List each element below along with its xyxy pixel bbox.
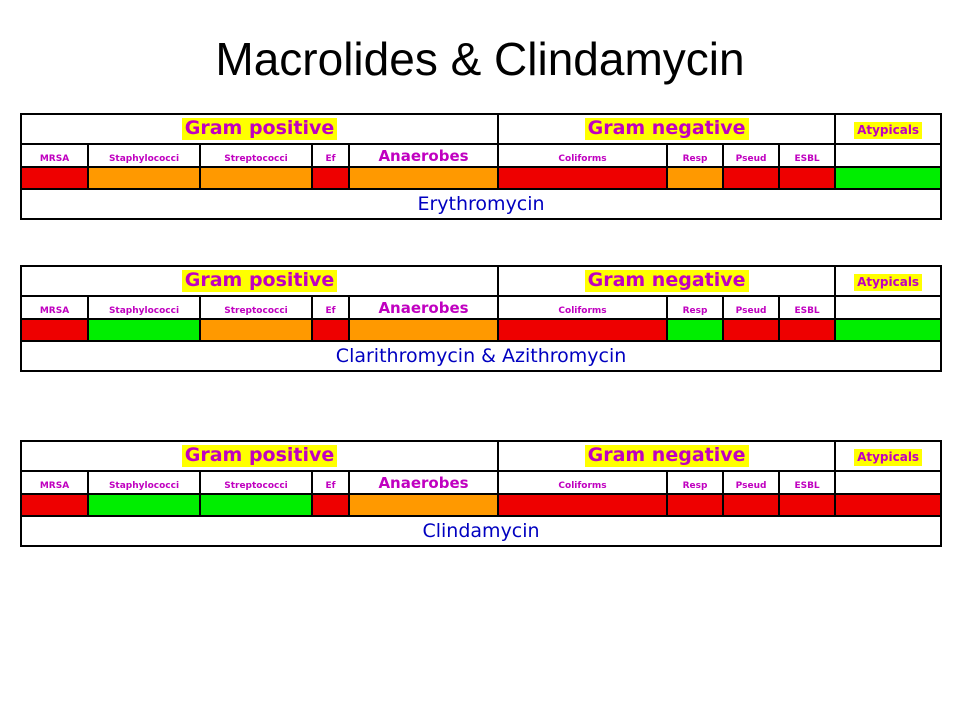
drug-name-cell: Clarithromycin & Azithromycin [19, 340, 943, 372]
coverage-cell-mrsa [20, 166, 89, 190]
organism-mrsa: MRSA [20, 470, 89, 495]
drug-name: Erythromycin [417, 193, 545, 215]
organism-ef: Ef [311, 470, 350, 495]
coverage-cell-staphylococci [87, 166, 201, 190]
organism-esbl: ESBL [778, 470, 837, 495]
spectrum-table-erythromycin: Gram positive Gram negative Atypicals MR… [19, 113, 943, 220]
coverage-cell-ef [311, 493, 350, 517]
gram-negative-header: Gram negative [497, 113, 837, 145]
coverage-cell-staphylococci [87, 493, 201, 517]
gram-negative-header: Gram negative [497, 440, 837, 472]
gram-negative-label: Gram negative [584, 118, 749, 140]
organism-resp: Resp [666, 143, 725, 168]
coverage-cell-pseud [722, 318, 781, 342]
coverage-cell-streptococci [199, 166, 313, 190]
gram-positive-label: Gram positive [181, 118, 338, 140]
atypicals-label: Atypicals [854, 448, 923, 467]
coverage-cell-coliforms [497, 318, 669, 342]
atypicals-label: Atypicals [854, 273, 923, 292]
atypicals-header: Atypicals [834, 265, 943, 297]
coverage-cell-esbl [778, 493, 837, 517]
coverage-cell-anaerobes [347, 493, 500, 517]
gram-negative-label: Gram negative [584, 270, 749, 292]
organism-atypicals-blank [834, 295, 943, 320]
organism-atypicals-blank [834, 143, 943, 168]
coverage-cell-ef [311, 166, 350, 190]
organism-esbl: ESBL [778, 295, 837, 320]
coverage-cell-coliforms [497, 166, 669, 190]
organism-mrsa: MRSA [20, 143, 89, 168]
spectrum-table-clarithromycin-azithromycin: Gram positive Gram negative Atypicals MR… [19, 265, 943, 372]
coverage-cell-mrsa [20, 493, 89, 517]
gram-positive-label: Gram positive [181, 270, 338, 292]
coverage-cell-esbl [778, 166, 837, 190]
organism-staphylococci: Staphylococci [87, 143, 201, 168]
coverage-cell-atypicals [834, 166, 943, 190]
coverage-cell-resp [666, 318, 725, 342]
atypicals-header: Atypicals [834, 113, 943, 145]
drug-name-cell: Erythromycin [19, 188, 943, 220]
organism-streptococci: Streptococci [199, 470, 313, 495]
drug-name: Clarithromycin & Azithromycin [335, 345, 627, 367]
atypicals-header: Atypicals [834, 440, 943, 472]
coverage-cell-pseud [722, 166, 781, 190]
organism-resp: Resp [666, 295, 725, 320]
gram-positive-header: Gram positive [19, 440, 500, 472]
gram-negative-header: Gram negative [497, 265, 837, 297]
coverage-cell-pseud [722, 493, 781, 517]
gram-positive-header: Gram positive [19, 265, 500, 297]
organism-streptococci: Streptococci [199, 295, 313, 320]
organism-staphylococci: Staphylococci [87, 470, 201, 495]
drug-name-cell: Clindamycin [19, 515, 943, 547]
coverage-cell-streptococci [199, 318, 313, 342]
coverage-cell-staphylococci [87, 318, 201, 342]
coverage-cell-streptococci [199, 493, 313, 517]
gram-positive-header: Gram positive [19, 113, 500, 145]
organism-pseud: Pseud [722, 470, 781, 495]
spectrum-table-clindamycin: Gram positive Gram negative Atypicals MR… [19, 440, 943, 547]
gram-positive-label: Gram positive [181, 445, 338, 467]
organism-esbl: ESBL [778, 143, 837, 168]
organism-anaerobes: Anaerobes [347, 143, 500, 168]
coverage-cell-anaerobes [347, 166, 500, 190]
organism-resp: Resp [666, 470, 725, 495]
organism-atypicals-blank [834, 470, 943, 495]
coverage-cell-esbl [778, 318, 837, 342]
slide-title: Macrolides & Clindamycin [215, 33, 745, 85]
coverage-cell-atypicals [834, 493, 943, 517]
coverage-cell-resp [666, 493, 725, 517]
coverage-row [20, 318, 943, 342]
organism-pseud: Pseud [722, 143, 781, 168]
organism-anaerobes: Anaerobes [347, 470, 500, 495]
organism-ef: Ef [311, 295, 350, 320]
coverage-cell-anaerobes [347, 318, 500, 342]
coverage-cell-mrsa [20, 318, 89, 342]
coverage-row [20, 166, 943, 190]
organism-streptococci: Streptococci [199, 143, 313, 168]
organism-coliforms: Coliforms [497, 295, 669, 320]
coverage-row [20, 493, 943, 517]
organism-pseud: Pseud [722, 295, 781, 320]
coverage-cell-resp [666, 166, 725, 190]
organism-coliforms: Coliforms [497, 143, 669, 168]
organism-ef: Ef [311, 143, 350, 168]
coverage-cell-ef [311, 318, 350, 342]
coverage-cell-coliforms [497, 493, 669, 517]
atypicals-label: Atypicals [854, 121, 923, 140]
coverage-cell-atypicals [834, 318, 943, 342]
gram-negative-label: Gram negative [584, 445, 749, 467]
organism-staphylococci: Staphylococci [87, 295, 201, 320]
organism-anaerobes: Anaerobes [347, 295, 500, 320]
drug-name: Clindamycin [422, 520, 540, 542]
organism-coliforms: Coliforms [497, 470, 669, 495]
organism-mrsa: MRSA [20, 295, 89, 320]
